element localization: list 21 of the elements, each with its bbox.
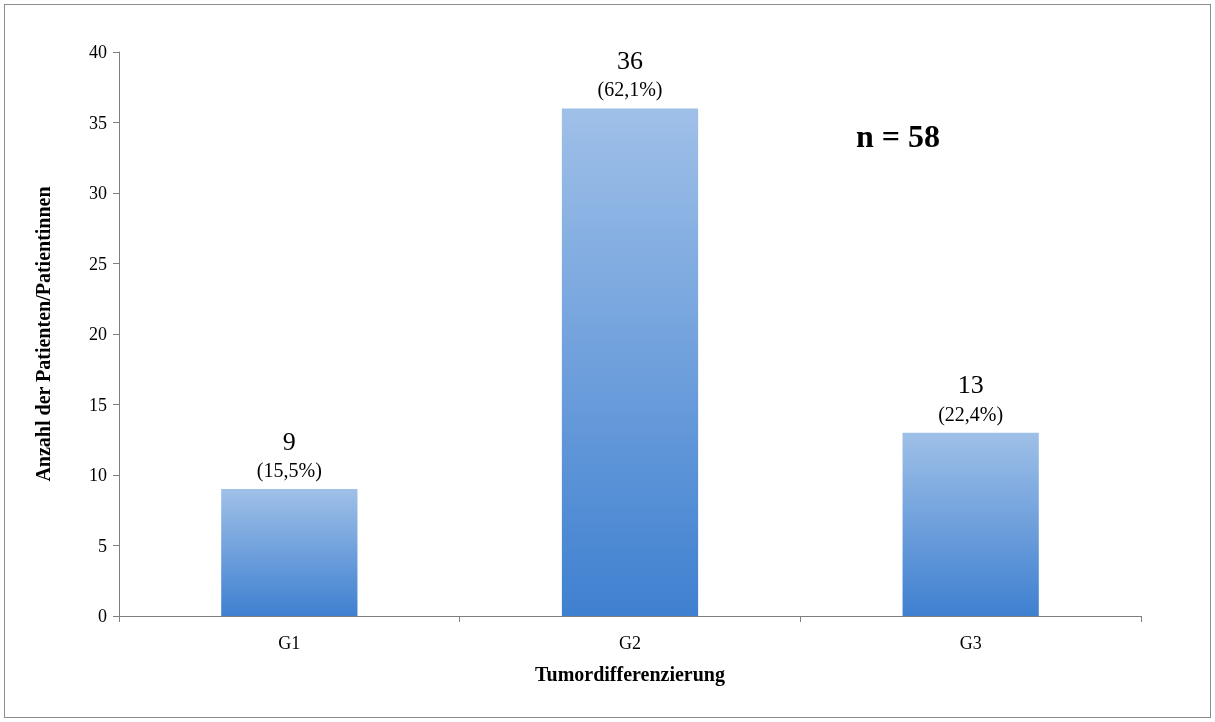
data-label: 36 (62,1%) bbox=[597, 45, 663, 102]
y-tick-label: 5 bbox=[98, 535, 107, 556]
y-axis-title: Anzahl der Patienten/Patientinnen bbox=[32, 186, 54, 482]
bar bbox=[221, 489, 358, 616]
y-tick-label: 20 bbox=[89, 324, 107, 344]
bar bbox=[561, 108, 699, 616]
y-tick-label: 30 bbox=[89, 183, 107, 203]
x-axis-title: Tumordifferenzierung bbox=[535, 663, 725, 686]
y-tick-label: 0 bbox=[98, 606, 107, 626]
x-tick-label: G3 bbox=[959, 633, 982, 653]
bar bbox=[902, 432, 1039, 616]
y-tick-label: 40 bbox=[89, 42, 107, 62]
annotation: n = 58 bbox=[855, 118, 940, 154]
y-tick-label: 10 bbox=[89, 465, 107, 485]
y-tick-label: 15 bbox=[89, 394, 107, 415]
data-label: 9 (15,5%) bbox=[256, 426, 322, 483]
x-tick-label: G1 bbox=[278, 633, 301, 653]
y-tick-label: 35 bbox=[89, 112, 107, 133]
y-tick-label: 25 bbox=[89, 253, 107, 274]
x-tick-label: G2 bbox=[619, 633, 641, 653]
data-label: 13 (22,4%) bbox=[938, 370, 1004, 426]
